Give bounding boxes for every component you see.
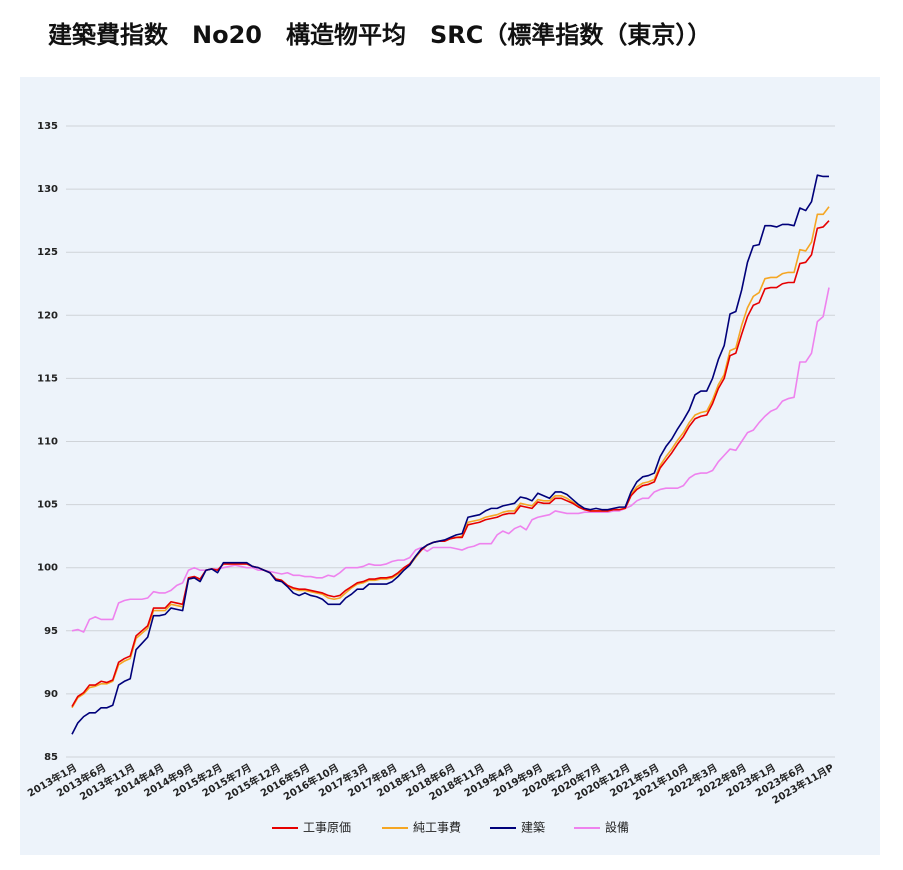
series-line [71,220,830,707]
y-tick-label: 100 [37,563,58,574]
plot-panel [20,77,880,855]
series-line [71,174,829,735]
y-tick-label: 110 [37,437,58,448]
legend-label: 工事原価 [303,821,351,835]
y-tick-label: 105 [37,500,58,511]
legend-label: 純工事費 [413,820,461,835]
y-tick-label: 90 [44,689,58,700]
y-tick-label: 120 [37,310,58,321]
y-tick-label: 95 [44,626,58,637]
y-tick-label: 125 [37,247,58,258]
series-line [71,287,830,633]
legend-label: 設備 [605,820,629,835]
y-tick-label: 135 [37,121,58,132]
y-tick-label: 130 [37,184,58,195]
chart-title: 建築費指数 No20 構造物平均 SRC（標準指数（東京）） [48,21,711,49]
legend-label: 建築 [521,820,545,835]
y-tick-label: 115 [37,373,58,384]
y-tick-label: 85 [44,752,58,763]
